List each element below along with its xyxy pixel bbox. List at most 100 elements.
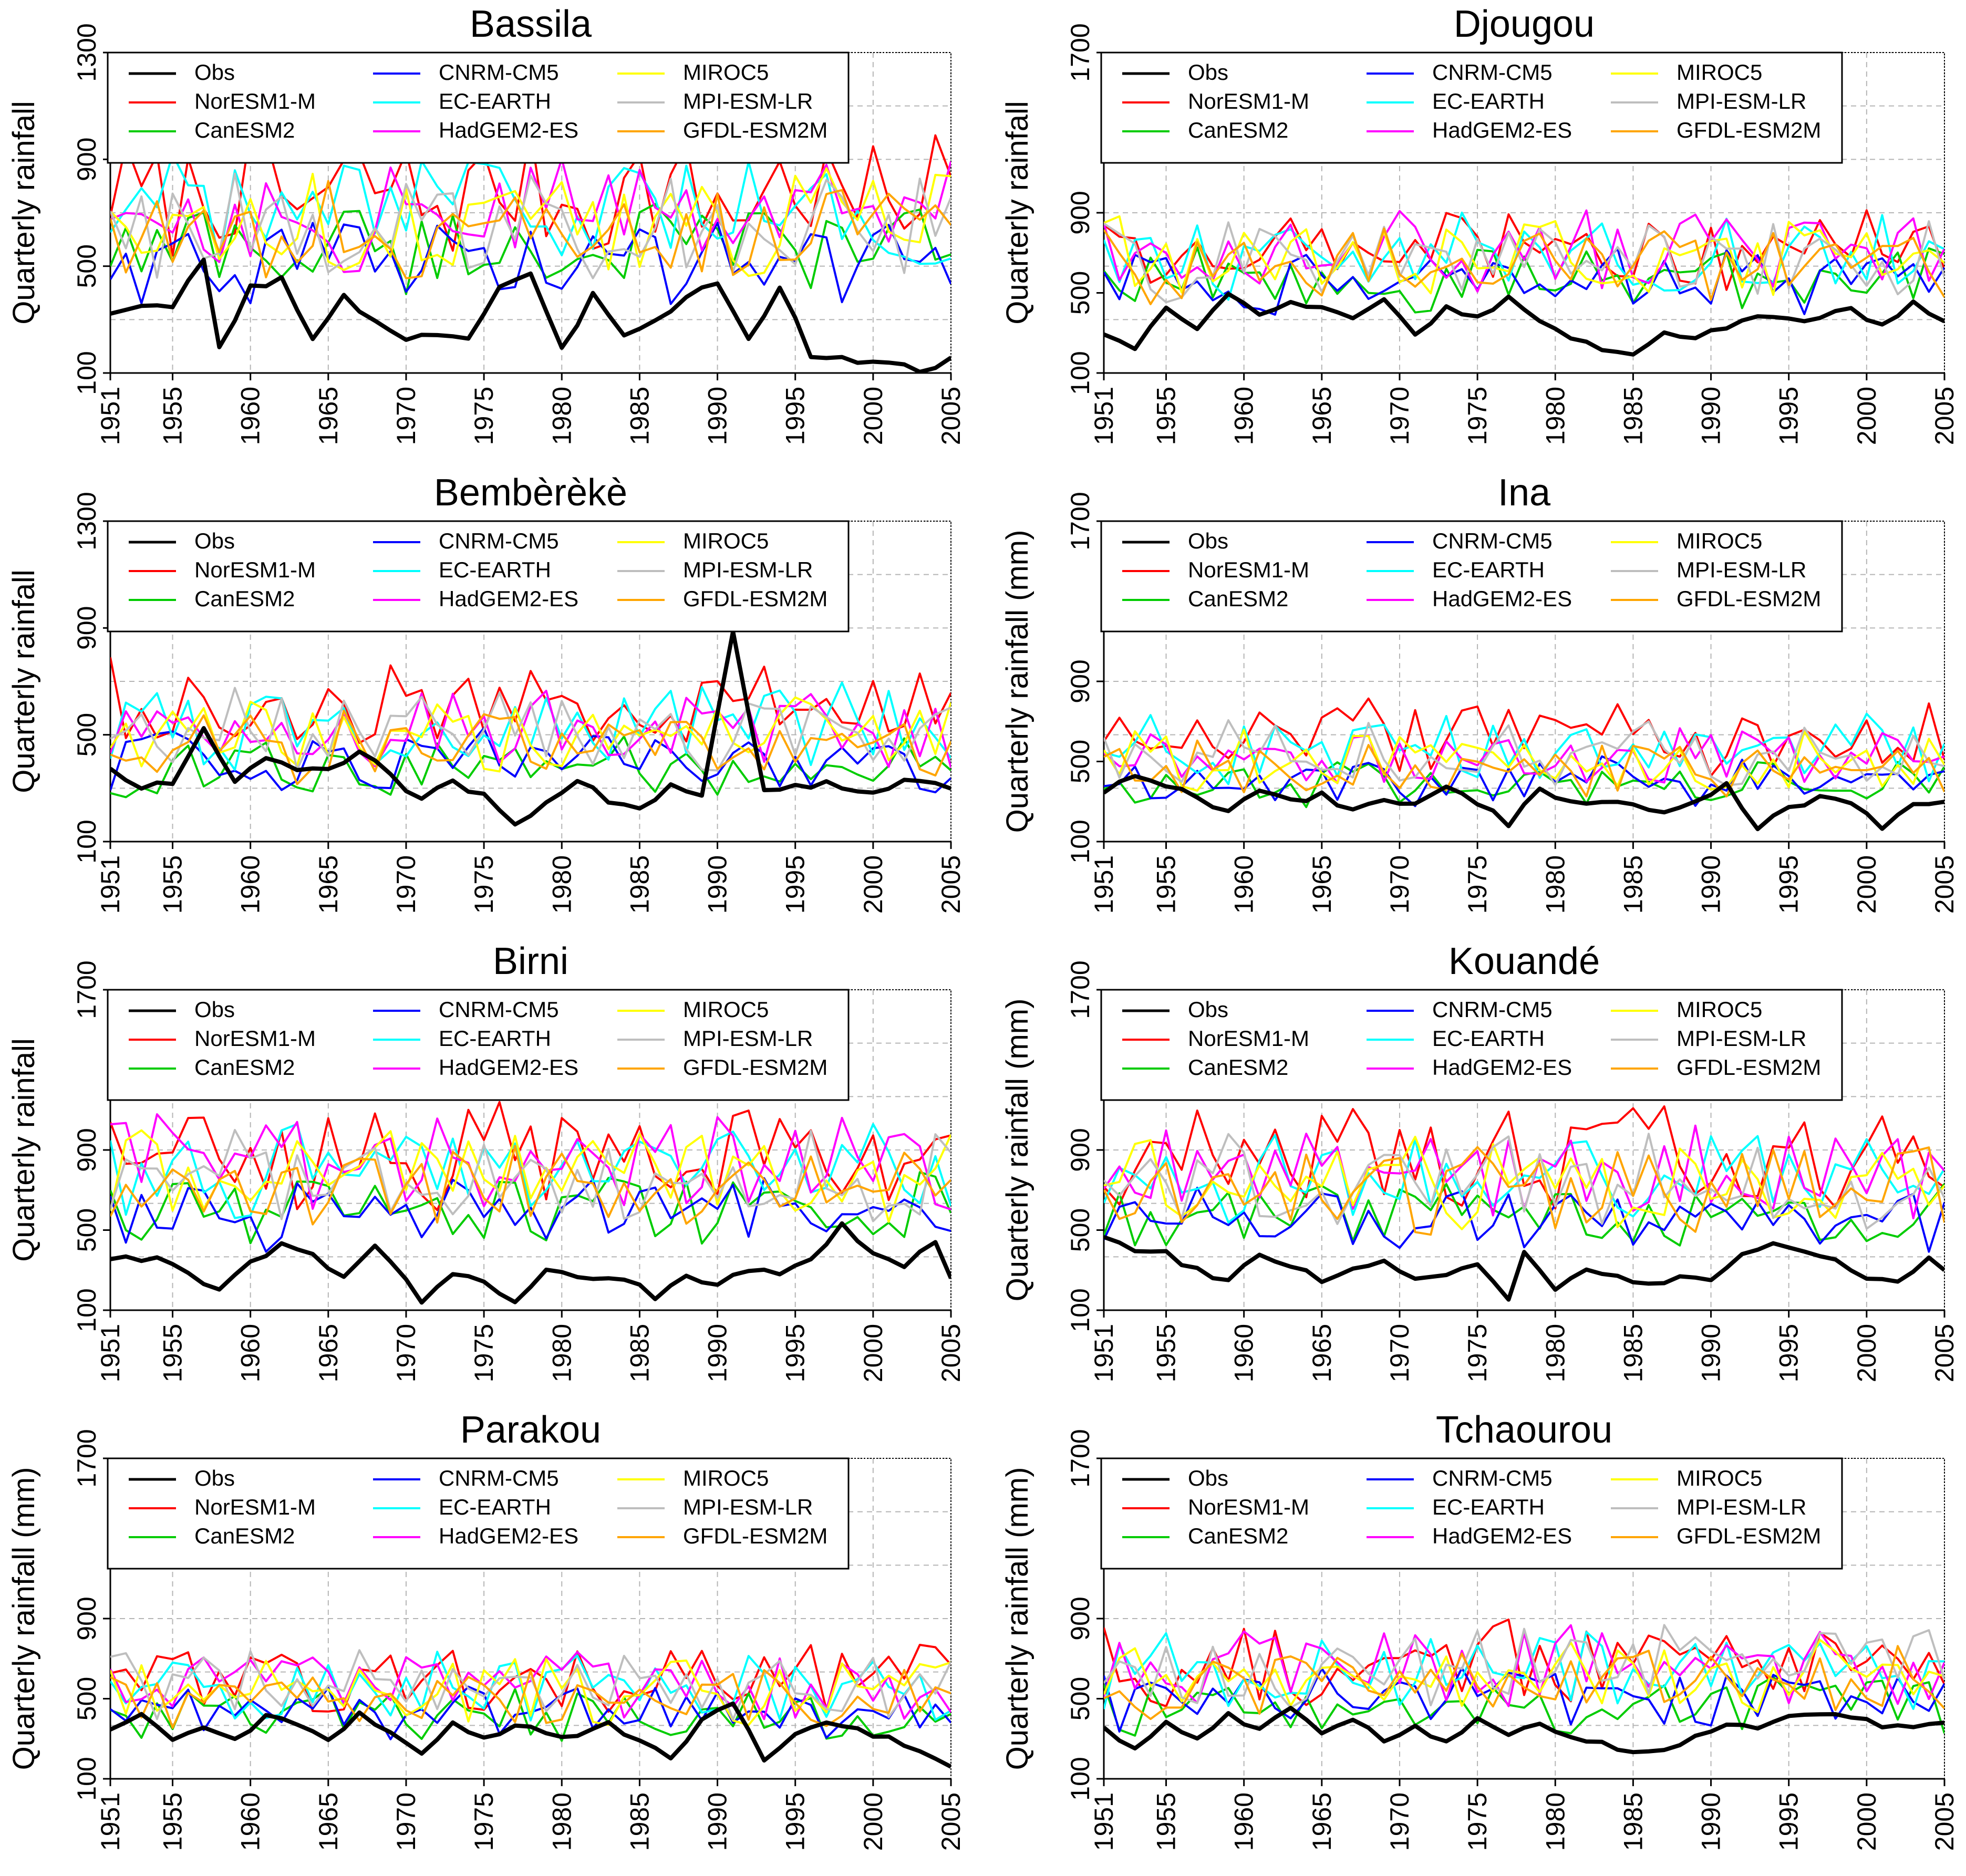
legend-label: MPI-ESM-LR bbox=[1677, 1026, 1806, 1051]
x-tick-label: 2000 bbox=[1852, 387, 1881, 445]
legend-label: NorESM1-M bbox=[1188, 1495, 1309, 1519]
series-line-gfdl-esm2m bbox=[110, 180, 951, 279]
legend-label: Obs bbox=[1188, 528, 1228, 553]
x-tick-label: 2000 bbox=[858, 1792, 888, 1851]
series-line-ec-earth bbox=[1104, 712, 1944, 785]
x-tick-label: 1990 bbox=[1696, 855, 1726, 914]
x-tick-label: 2005 bbox=[936, 855, 966, 914]
series-line-obs bbox=[110, 1701, 951, 1769]
panel-bembrk: Bembèrèkè Quarterly rainfall 1951 1955 1960 1… bbox=[0, 469, 983, 937]
legend-label: CanESM2 bbox=[194, 1523, 295, 1548]
y-axis: 100 500 900 1700 bbox=[72, 1429, 111, 1801]
y-tick-label: 900 bbox=[1065, 1597, 1095, 1640]
x-tick-label: 2000 bbox=[858, 855, 888, 914]
series-line-gfdl-esm2m bbox=[1104, 739, 1944, 797]
x-tick-label: 1975 bbox=[469, 387, 499, 445]
series-line-miroc5 bbox=[1104, 215, 1944, 296]
legend-label: Obs bbox=[194, 1466, 235, 1490]
x-tick-label: 1995 bbox=[1774, 387, 1804, 445]
x-tick-label: 2000 bbox=[1852, 1792, 1881, 1851]
y-tick-label: 900 bbox=[1065, 1128, 1095, 1172]
y-tick-label: 100 bbox=[1065, 1288, 1095, 1332]
legend: Obs NorESM1-M CanESM2 CNRM-CM5 EC-EARTH HadGE… bbox=[1100, 989, 1843, 1101]
x-tick-label: 1955 bbox=[158, 1324, 188, 1382]
legend-label: CNRM-CM5 bbox=[1432, 997, 1553, 1022]
x-tick-label: 1970 bbox=[1385, 1324, 1414, 1382]
x-tick-label: 1951 bbox=[1089, 1324, 1119, 1382]
x-tick-label: 1990 bbox=[1696, 1792, 1726, 1851]
y-tick-label: 500 bbox=[1065, 1208, 1095, 1252]
legend-label: EC-EARTH bbox=[1432, 1495, 1545, 1519]
x-tick-label: 1955 bbox=[1152, 855, 1181, 914]
y-tick-label: 500 bbox=[72, 1677, 101, 1720]
legend: Obs NorESM1-M CanESM2 CNRM-CM5 EC-EARTH HadGE… bbox=[1100, 520, 1843, 633]
series-group bbox=[1104, 1105, 1944, 1302]
x-tick-label: 1995 bbox=[1774, 1324, 1804, 1382]
legend-label: HadGEM2-ES bbox=[439, 1523, 578, 1548]
y-tick-label: 900 bbox=[72, 138, 101, 181]
series-line-obs bbox=[1104, 292, 1944, 357]
series-line-obs bbox=[110, 629, 951, 827]
x-tick-label: 1955 bbox=[1152, 1792, 1181, 1851]
legend-label: MIROC5 bbox=[683, 60, 769, 85]
x-tick-label: 1960 bbox=[1229, 1792, 1259, 1851]
x-tick-label: 2000 bbox=[1852, 855, 1881, 914]
y-tick-label: 100 bbox=[72, 820, 101, 863]
series-line-mpi-esm-lr bbox=[1104, 1133, 1944, 1230]
series-line-hadgem2-es bbox=[110, 1651, 951, 1720]
legend-label: MIROC5 bbox=[683, 997, 769, 1022]
x-axis: 1951 1955 1960 1965 1970 1975 1980 1985 1990 1995… bbox=[1089, 1778, 1959, 1851]
x-tick-label: 1955 bbox=[158, 1792, 188, 1851]
series-line-hadgem2-es bbox=[110, 158, 951, 273]
y-tick-label: 100 bbox=[72, 1288, 101, 1332]
series-group bbox=[110, 1643, 951, 1769]
legend-label: CanESM2 bbox=[194, 586, 295, 611]
y-tick-label: 1700 bbox=[1065, 23, 1095, 81]
series-line-miroc5 bbox=[110, 167, 951, 277]
panel-parakou: Parakou Quarterly rainfall (mm) 1951 1955 19… bbox=[0, 1406, 983, 1874]
legend-label: CNRM-CM5 bbox=[1432, 60, 1553, 85]
y-axis: 100 500 900 1700 bbox=[1065, 492, 1105, 864]
x-tick-label: 1985 bbox=[1618, 855, 1648, 914]
series-line-mpi-esm-lr bbox=[1104, 719, 1944, 787]
series-line-obs bbox=[1104, 1235, 1944, 1302]
legend-label: MPI-ESM-LR bbox=[683, 1495, 813, 1519]
x-tick-label: 1985 bbox=[1618, 1792, 1648, 1851]
series-line-cnrm-cm5 bbox=[1104, 1186, 1944, 1253]
y-tick-label: 500 bbox=[72, 713, 101, 756]
x-tick-label: 1951 bbox=[96, 1324, 125, 1382]
series-group bbox=[1104, 1618, 1944, 1755]
legend-label: HadGEM2-ES bbox=[439, 118, 578, 142]
legend-label: CanESM2 bbox=[1188, 1523, 1288, 1548]
x-tick-label: 2005 bbox=[1930, 1792, 1959, 1851]
x-tick-label: 1965 bbox=[314, 1324, 343, 1382]
series-line-cnrm-cm5 bbox=[110, 221, 951, 305]
series-line-miroc5 bbox=[110, 1129, 951, 1223]
x-tick-label: 1951 bbox=[96, 855, 125, 914]
y-tick-label: 900 bbox=[72, 606, 101, 650]
legend-label: GFDL-ESM2M bbox=[683, 118, 827, 142]
x-tick-label: 1990 bbox=[703, 1792, 732, 1851]
series-group bbox=[110, 129, 951, 373]
legend-label: GFDL-ESM2M bbox=[1677, 1523, 1821, 1548]
legend-label: MPI-ESM-LR bbox=[683, 1026, 813, 1051]
y-tick-label: 900 bbox=[72, 1597, 101, 1640]
legend-label: GFDL-ESM2M bbox=[683, 586, 827, 611]
series-line-obs bbox=[110, 1221, 951, 1305]
y-axis-label: Quarterly rainfall bbox=[7, 101, 41, 324]
y-axis-label: Quarterly rainfall bbox=[1000, 101, 1034, 324]
y-tick-label: 500 bbox=[72, 1208, 101, 1252]
legend-box bbox=[1100, 1457, 1843, 1570]
legend-label: MIROC5 bbox=[1677, 997, 1762, 1022]
series-line-miroc5 bbox=[1104, 728, 1944, 792]
x-tick-label: 1951 bbox=[96, 387, 125, 445]
legend-label: HadGEM2-ES bbox=[439, 1055, 578, 1080]
legend-label: HadGEM2-ES bbox=[1432, 1055, 1572, 1080]
x-tick-label: 1965 bbox=[314, 855, 343, 914]
y-axis-label: Quarterly rainfall bbox=[7, 1038, 41, 1261]
series-line-canesm2 bbox=[110, 735, 951, 799]
legend-label: Obs bbox=[1188, 60, 1228, 85]
y-tick-label: 500 bbox=[1065, 1677, 1095, 1720]
